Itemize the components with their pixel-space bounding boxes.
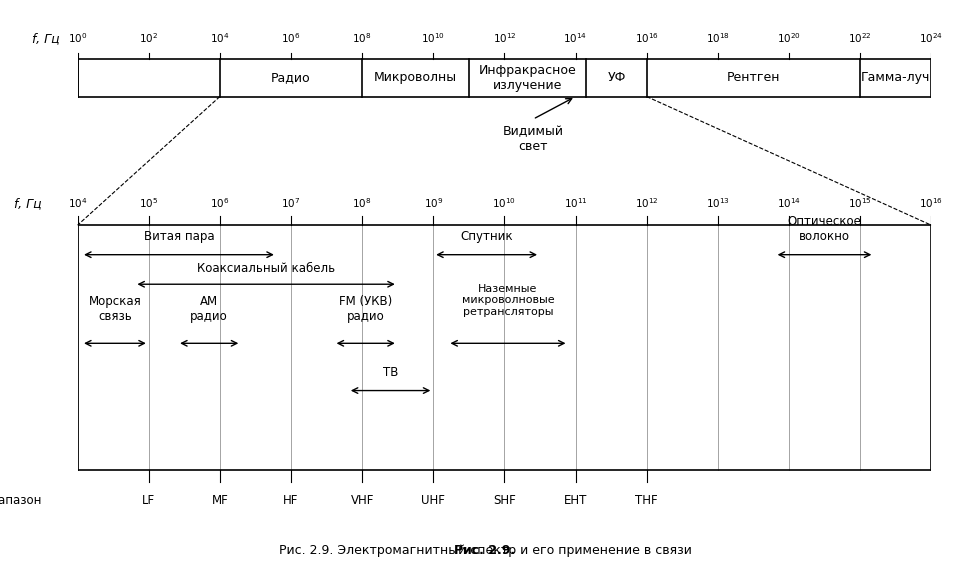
Text: Диапазон: Диапазон <box>0 494 42 507</box>
Text: $10^{12}$: $10^{12}$ <box>492 32 516 45</box>
Text: $10^{2}$: $10^{2}$ <box>139 32 158 45</box>
Text: $10^{10}$: $10^{10}$ <box>421 32 445 45</box>
Text: SHF: SHF <box>492 494 516 507</box>
Text: Коаксиальный кабель: Коаксиальный кабель <box>197 262 335 275</box>
Text: $10^{14}$: $10^{14}$ <box>563 32 587 45</box>
Text: f, Гц: f, Гц <box>15 198 42 210</box>
Text: Инфракрасное
излучение: Инфракрасное излучение <box>478 64 576 92</box>
Text: $10^{8}$: $10^{8}$ <box>352 197 371 210</box>
Text: Рентген: Рентген <box>726 72 779 84</box>
Text: Наземные
микроволновые
ретрансляторы: Наземные микроволновые ретрансляторы <box>461 283 553 317</box>
Text: $10^{0}$: $10^{0}$ <box>68 32 87 45</box>
Text: Оптическое
волокно: Оптическое волокно <box>787 215 860 243</box>
Text: УФ: УФ <box>607 72 625 84</box>
Text: Морская
связь: Морская связь <box>88 295 141 323</box>
Text: Микроволны: Микроволны <box>373 72 456 84</box>
Text: HF: HF <box>283 494 298 507</box>
Text: MF: MF <box>211 494 228 507</box>
Text: $10^{22}$: $10^{22}$ <box>847 32 871 45</box>
Text: Витая пара: Витая пара <box>143 230 214 243</box>
Text: UHF: UHF <box>421 494 445 507</box>
Text: Рис. 2.9.: Рис. 2.9. <box>453 544 516 557</box>
Text: $10^{16}$: $10^{16}$ <box>919 197 942 210</box>
Text: $10^{13}$: $10^{13}$ <box>705 197 729 210</box>
Text: VHF: VHF <box>350 494 373 507</box>
Text: $10^{24}$: $10^{24}$ <box>919 32 942 45</box>
Text: $10^{18}$: $10^{18}$ <box>705 32 729 45</box>
Text: Видимый
свет: Видимый свет <box>502 125 563 153</box>
Text: $10^{20}$: $10^{20}$ <box>776 32 800 45</box>
Text: $10^{12}$: $10^{12}$ <box>634 197 658 210</box>
Text: $10^{15}$: $10^{15}$ <box>847 197 871 210</box>
Text: $10^{16}$: $10^{16}$ <box>634 32 658 45</box>
Text: Спутник: Спутник <box>460 230 513 243</box>
Text: ЕНТ: ЕНТ <box>563 494 586 507</box>
Text: Гамма-луч: Гамма-луч <box>860 72 929 84</box>
Text: ТВ: ТВ <box>383 366 398 379</box>
Text: $10^{5}$: $10^{5}$ <box>139 197 158 210</box>
Text: $10^{10}$: $10^{10}$ <box>492 197 516 210</box>
Text: $10^{11}$: $10^{11}$ <box>563 197 587 210</box>
Text: $10^{4}$: $10^{4}$ <box>210 32 230 45</box>
Text: $10^{14}$: $10^{14}$ <box>776 197 800 210</box>
Text: FM (УКВ)
радио: FM (УКВ) радио <box>339 295 391 323</box>
Text: f, Гц: f, Гц <box>32 32 60 45</box>
Text: Радио: Радио <box>271 72 310 84</box>
Text: $10^{7}$: $10^{7}$ <box>281 197 300 210</box>
Text: $10^{6}$: $10^{6}$ <box>210 197 230 210</box>
Text: АМ
радио: АМ радио <box>190 295 228 323</box>
Text: THF: THF <box>635 494 657 507</box>
Text: $10^{8}$: $10^{8}$ <box>352 32 371 45</box>
Text: $10^{4}$: $10^{4}$ <box>68 197 87 210</box>
Text: $10^{6}$: $10^{6}$ <box>281 32 300 45</box>
Text: $10^{9}$: $10^{9}$ <box>423 197 443 210</box>
Text: LF: LF <box>142 494 155 507</box>
Text: Рис. 2.9. Электромагнитный спектр и его применение в связи: Рис. 2.9. Электромагнитный спектр и его … <box>278 544 691 557</box>
